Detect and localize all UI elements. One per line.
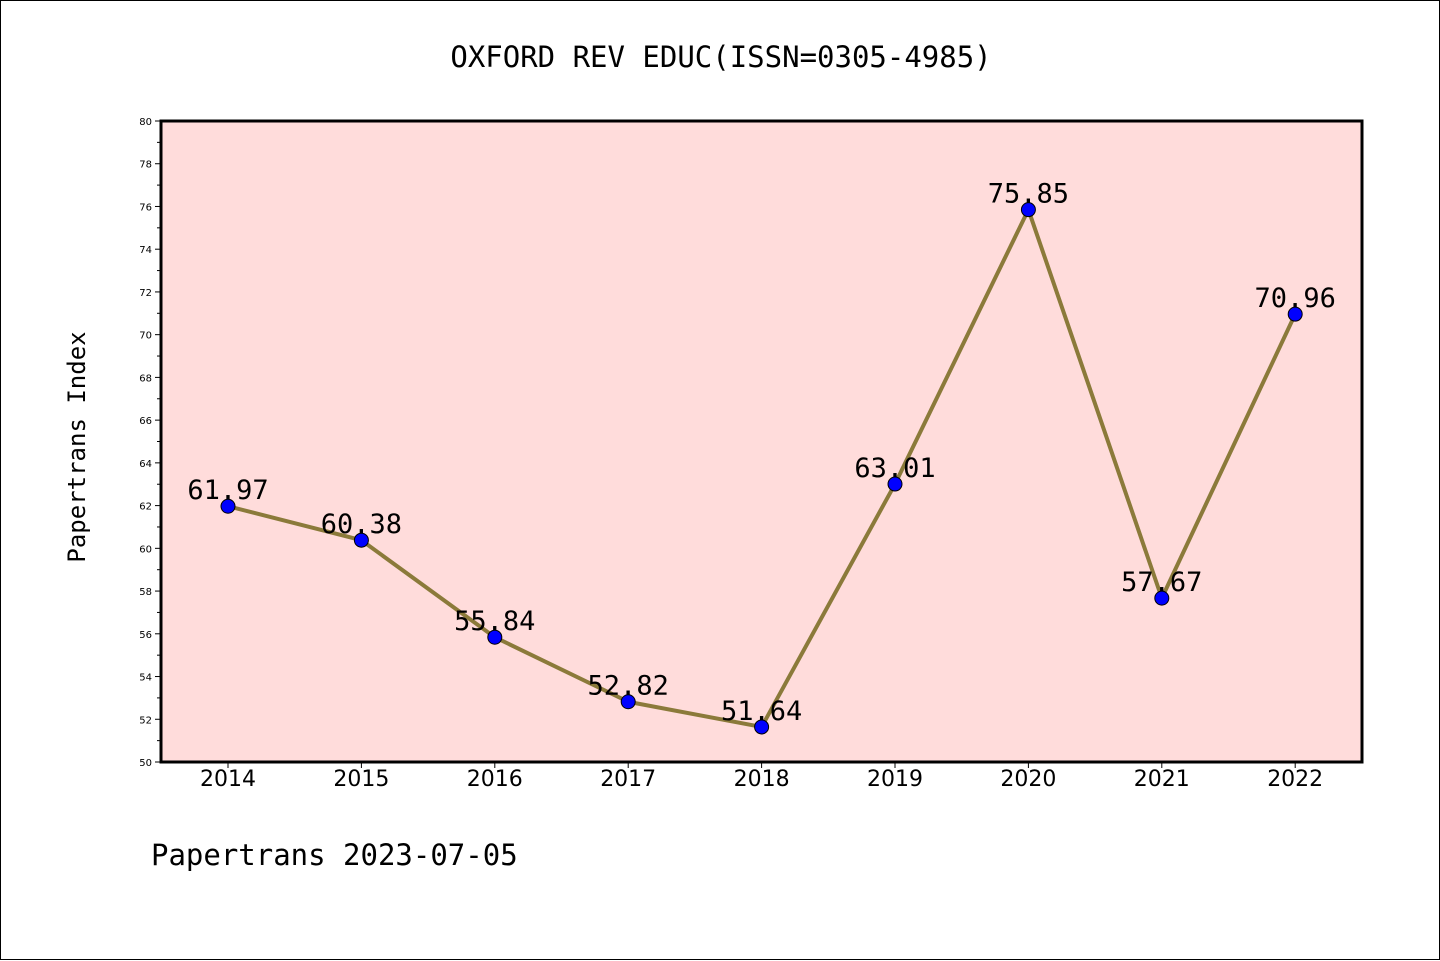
data-label: 60.38	[321, 509, 402, 540]
y-tick-label: 66	[139, 416, 152, 427]
data-point	[487, 629, 503, 645]
data-point-markers	[220, 202, 1303, 735]
data-point	[754, 719, 770, 735]
y-tick-label: 64	[139, 459, 152, 470]
y-tick-label: 60	[139, 544, 152, 555]
y-tick-label: 54	[139, 673, 152, 684]
x-tick-label: 2021	[1134, 767, 1190, 792]
data-label: 55.84	[454, 606, 535, 637]
y-tick-label: 62	[139, 502, 152, 513]
data-label: 51.64	[721, 696, 802, 727]
data-point	[887, 476, 903, 492]
y-tick-label: 78	[139, 160, 152, 171]
data-label: 75.85	[988, 179, 1069, 210]
x-tick-label: 2020	[1000, 767, 1056, 792]
x-tick-label: 2017	[600, 767, 656, 792]
x-tick-label: 2022	[1267, 767, 1323, 792]
y-tick-label: 68	[139, 373, 152, 384]
x-tick-label: 2019	[867, 767, 923, 792]
chart-title: OXFORD REV EDUC(ISSN=0305-4985)	[450, 40, 991, 74]
data-point	[353, 532, 369, 548]
footer-note: Papertrans 2023-07-05	[151, 838, 518, 872]
y-tick-label: 56	[139, 630, 152, 641]
x-tick-label: 2016	[467, 767, 523, 792]
plot-frame	[159, 119, 1364, 764]
y-axis-label: Papertrans Index	[63, 331, 91, 562]
plot-area	[161, 121, 1362, 762]
data-labels: 61.97 60.38 55.84 52.82 51.64 63.01 75.85 57.67…	[187, 179, 1335, 727]
x-tick-label: 2015	[333, 767, 389, 792]
data-label: 52.82	[588, 671, 669, 702]
x-axis-ticks: 2014 2015 2016 2017 2018 2019 2020 2021 2022	[200, 762, 1323, 792]
data-point	[620, 694, 636, 710]
y-tick-label: 52	[139, 715, 152, 726]
y-tick-label: 74	[139, 245, 152, 256]
data-point	[1020, 202, 1036, 218]
y-tick-label: 80	[139, 117, 152, 128]
y-tick-label: 50	[139, 758, 152, 769]
data-point	[220, 498, 236, 514]
data-point	[1154, 590, 1170, 606]
x-tick-label: 2018	[734, 767, 790, 792]
data-label: 61.97	[187, 475, 268, 506]
y-axis-ticks: 50 52 54 56 58 60 62 64 66 68 70 72 74 76 78 80	[139, 117, 161, 769]
y-tick-label: 76	[139, 202, 152, 213]
x-tick-label: 2014	[200, 767, 256, 792]
data-label: 63.01	[854, 453, 935, 484]
y-tick-label: 58	[139, 587, 152, 598]
y-tick-label: 72	[139, 288, 152, 299]
data-label: 57.67	[1121, 567, 1202, 598]
data-point	[1287, 306, 1303, 322]
data-label: 70.96	[1255, 283, 1336, 314]
y-tick-label: 70	[139, 331, 152, 342]
